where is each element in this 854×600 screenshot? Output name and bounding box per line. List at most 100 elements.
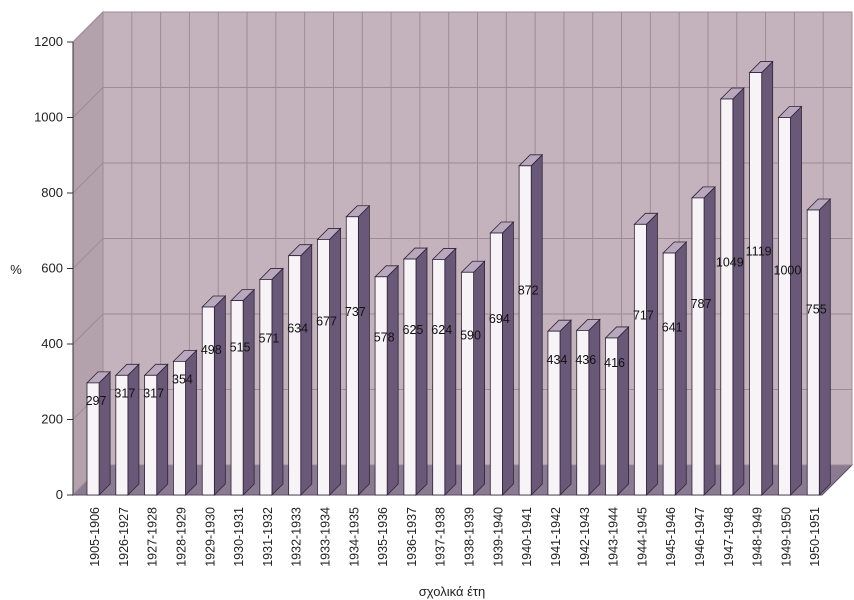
bars [86, 60, 832, 496]
bar [172, 349, 198, 496]
bar [489, 221, 515, 496]
bar [201, 295, 227, 496]
data-label: 641 [662, 320, 683, 334]
bar [460, 260, 486, 496]
data-label: 634 [287, 321, 308, 335]
bar-front [115, 374, 129, 496]
data-label: 434 [547, 353, 568, 367]
data-label: 416 [604, 356, 625, 370]
bar-front [86, 382, 100, 496]
x-tick-label: 1934-1935 [347, 507, 361, 567]
bar [287, 243, 313, 496]
grid-line-horizontal [72, 87, 852, 118]
bar [230, 288, 256, 496]
bar [806, 198, 832, 496]
data-label: 737 [345, 305, 366, 319]
y-axis-label: % [10, 262, 22, 277]
y-tick-label: 800 [41, 185, 63, 200]
data-label: 498 [201, 343, 222, 357]
bar-side [674, 241, 687, 496]
bar-front [518, 165, 532, 496]
bar [114, 363, 140, 496]
x-tick-label: 1926-1927 [117, 507, 131, 567]
x-tick-label: 1939-1940 [491, 507, 505, 567]
x-tick-label: 1927-1928 [146, 507, 160, 567]
bar [86, 370, 112, 496]
bar [662, 241, 688, 496]
bar-side [127, 363, 140, 496]
bar-side [790, 105, 802, 496]
bar [777, 105, 803, 496]
y-tick-label: 1000 [34, 110, 63, 125]
bar-front [345, 216, 359, 496]
bar-front [806, 209, 820, 496]
data-label: 1119 [746, 245, 772, 259]
bar [604, 325, 630, 496]
bar-side [703, 185, 716, 496]
y-tick-label: 400 [41, 336, 63, 351]
bar-side [242, 288, 255, 496]
x-tick-label: 1938-1939 [463, 507, 477, 567]
bar-side [588, 318, 601, 496]
y-tick-label: 200 [41, 412, 63, 427]
x-tick-label: 1932-1933 [290, 507, 304, 567]
bar [518, 153, 544, 496]
bar-side [300, 243, 313, 496]
bar-side [761, 60, 774, 496]
bar-front [576, 330, 590, 496]
bar-side [415, 247, 428, 496]
bar-side [530, 153, 543, 496]
data-label: 624 [431, 323, 452, 337]
bar-front [317, 239, 330, 496]
x-tick-label: 1937-1938 [434, 507, 448, 567]
bar-side [559, 319, 572, 496]
x-tick-label: 1931-1932 [261, 507, 275, 567]
x-tick-label: 1950-1951 [808, 507, 822, 567]
data-label: 317 [143, 386, 164, 400]
bar [143, 363, 169, 496]
bar [258, 267, 284, 496]
y-tick-label: 600 [41, 261, 63, 276]
bar-front [259, 279, 273, 496]
bar [402, 247, 428, 496]
data-label: 625 [403, 323, 424, 337]
bar-front [749, 72, 763, 496]
data-label: 787 [691, 297, 712, 311]
bar-side [444, 247, 457, 496]
y-axis: 0 200 400 600 800 1000 1200 [34, 34, 74, 502]
grid-line-horizontal [72, 238, 852, 269]
bar-front [720, 98, 734, 496]
data-label: 354 [172, 372, 193, 386]
x-tick-label: 1928-1929 [174, 507, 188, 567]
data-label: 1000 [774, 263, 802, 277]
grid-line-horizontal [72, 162, 852, 194]
data-label: 571 [258, 331, 279, 345]
bar [719, 87, 745, 496]
grid-line-horizontal [72, 11, 852, 43]
bar-front [173, 360, 186, 496]
bar-front [230, 300, 244, 496]
bar-side [213, 295, 226, 496]
data-label: 1049 [716, 256, 744, 270]
x-tick-label: 1940-1941 [520, 507, 534, 567]
x-tick-label: 1949-1950 [779, 507, 793, 567]
data-label: 755 [806, 302, 827, 316]
bar-side [818, 198, 831, 496]
data-label: 872 [518, 284, 539, 298]
bar-front [461, 271, 474, 496]
data-label: 694 [489, 312, 510, 326]
bar-side [98, 370, 111, 496]
x-tick-label: 1936-1937 [405, 507, 419, 567]
bar-front [288, 255, 302, 496]
bar [575, 318, 601, 496]
bar-side [646, 212, 658, 496]
x-tick-label: 1929-1930 [203, 507, 217, 567]
bar-front [547, 330, 561, 496]
data-label: 297 [86, 394, 107, 408]
x-tick-label: 1930-1931 [232, 507, 246, 567]
bar-front [777, 117, 791, 496]
x-tick-label: 1941-1942 [549, 507, 563, 567]
bar-front [403, 258, 417, 496]
